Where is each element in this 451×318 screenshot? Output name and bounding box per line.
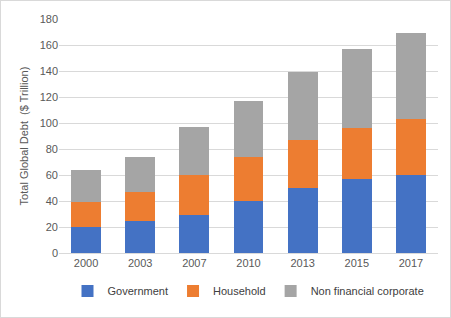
- svg-text:2000: 2000: [74, 257, 98, 269]
- svg-text:2010: 2010: [236, 257, 260, 269]
- svg-text:2007: 2007: [182, 257, 206, 269]
- svg-text:180: 180: [40, 13, 58, 25]
- svg-text:40: 40: [46, 195, 58, 207]
- svg-text:Total Global Debt ($ Trillion: Total Global Debt ($ Trillion): [18, 67, 30, 206]
- svg-text:120: 120: [40, 91, 58, 103]
- svg-text:2013: 2013: [290, 257, 314, 269]
- svg-text:160: 160: [40, 39, 58, 51]
- svg-text:2017: 2017: [399, 257, 423, 269]
- svg-text:0: 0: [52, 247, 58, 259]
- svg-text:20: 20: [46, 221, 58, 233]
- svg-text:140: 140: [40, 65, 58, 77]
- svg-text:80: 80: [46, 143, 58, 155]
- svg-text:60: 60: [46, 169, 58, 181]
- svg-text:2003: 2003: [128, 257, 152, 269]
- svg-text:Non financial corporate: Non financial corporate: [311, 285, 424, 297]
- svg-text:2015: 2015: [345, 257, 369, 269]
- svg-text:Government: Government: [108, 285, 169, 297]
- svg-text:100: 100: [40, 117, 58, 129]
- svg-text:Household: Household: [213, 285, 266, 297]
